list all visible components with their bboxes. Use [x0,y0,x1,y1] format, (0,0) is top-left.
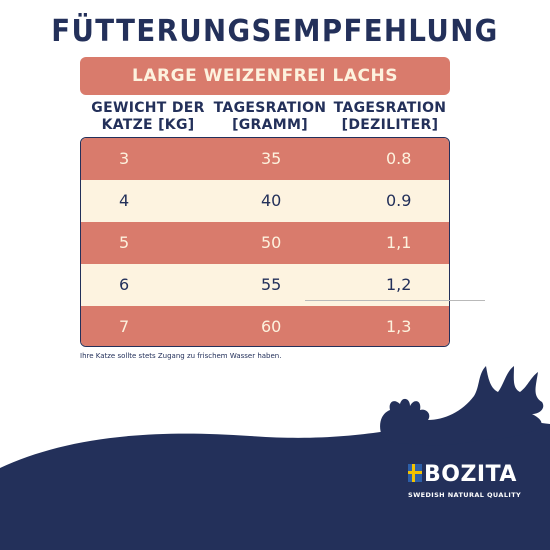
divider-line [305,300,485,301]
column-header-gram: TAGESRATION [GRAMM] [210,100,330,134]
weight-cell: 4 [119,191,130,210]
deciliter-cell: 0.8 [386,149,412,168]
deciliter-cell: 1,2 [386,275,412,294]
weight-cell: 6 [119,275,130,294]
gram-cell: 35 [261,149,282,168]
brand-tagline: SWEDISH NATURAL QUALITY [408,491,522,499]
column-header-deciliter: TAGESRATION [DEZILITER] [330,100,450,134]
table-row: 5 50 1,1 [81,222,449,264]
moose-antler-icon [380,366,544,446]
table-row: 3 35 0.8 [81,138,449,180]
swedish-flag-icon [408,464,422,482]
feeding-table: 3 35 0.8 4 40 0.9 5 50 1,1 6 55 1,2 7 60… [80,137,450,347]
column-header-deciliter-line2: [DEZILITER] [341,117,439,133]
product-name-banner: LARGE WEIZENFREI LACHS [80,57,450,95]
page-title: FÜTTERUNGSEMPFEHLUNG [51,14,499,49]
column-header-deciliter-line1: TAGESRATION [333,100,447,116]
gram-cell: 55 [261,275,282,294]
weight-cell: 7 [119,317,130,336]
deciliter-cell: 1,3 [386,317,412,336]
column-header-weight: GEWICHT DER KATZE [KG] [88,100,208,134]
column-header-gram-line1: TAGESRATION [213,100,327,116]
deciliter-cell: 0.9 [386,191,412,210]
navy-hill [0,420,550,550]
column-header-weight-line2: KATZE [KG] [101,117,195,133]
column-header-gram-line2: [GRAMM] [232,117,308,133]
gram-cell: 40 [261,191,282,210]
weight-cell: 3 [119,149,130,168]
brand-name: BOZITA [424,462,517,487]
deciliter-cell: 1,1 [386,233,412,252]
table-row: 4 40 0.9 [81,180,449,222]
gram-cell: 50 [261,233,282,252]
column-header-weight-line1: GEWICHT DER [91,100,205,116]
gram-cell: 60 [261,317,282,336]
brand-logo: BOZITA [408,463,517,487]
table-row: 7 60 1,3 [81,306,449,346]
table-row: 6 55 1,2 [81,264,449,306]
weight-cell: 5 [119,233,130,252]
footnote: Ihre Katze sollte stets Zugang zu frisch… [80,352,282,360]
